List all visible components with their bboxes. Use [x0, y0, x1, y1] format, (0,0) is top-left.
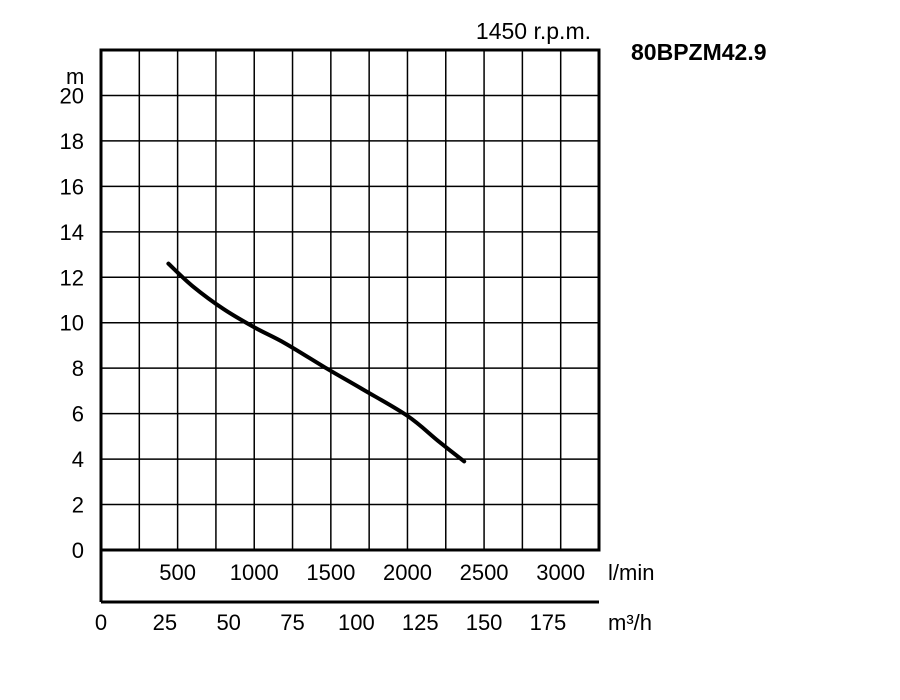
- y-tick-label: 20: [60, 83, 84, 108]
- y-tick-label: 4: [72, 447, 84, 472]
- x2-tick-labels: 0 25 50 75 100 125 150 175: [95, 610, 566, 635]
- y-tick-labels: 0 2 4 6 8 10 12 14 16 18 20: [60, 83, 84, 563]
- y-tick-label: 18: [60, 129, 84, 154]
- x-tick-labels: 500 1000 1500 2000 2500 3000: [159, 560, 585, 585]
- x-tick-label: 1500: [306, 560, 355, 585]
- x2-tick-label: 150: [466, 610, 503, 635]
- x2-tick-label: 100: [338, 610, 375, 635]
- x2-tick-label: 0: [95, 610, 107, 635]
- x2-axis-label: m³/h: [608, 610, 652, 635]
- y-tick-label: 10: [60, 311, 84, 336]
- performance-curve: [166, 261, 467, 464]
- x-tick-label: 500: [159, 560, 196, 585]
- plot-frame: [99, 48, 601, 552]
- grid-lines: [101, 50, 599, 550]
- x2-tick-label: 75: [280, 610, 304, 635]
- y-axis-label: m: [66, 64, 84, 89]
- x-tick-label: 1000: [230, 560, 279, 585]
- y-tick-label: 14: [60, 220, 84, 245]
- y-tick-label: 6: [72, 402, 84, 427]
- y-tick-label: 0: [72, 538, 84, 563]
- x-tick-label: 3000: [536, 560, 585, 585]
- x2-tick-label: 50: [216, 610, 240, 635]
- x2-tick-label: 125: [402, 610, 439, 635]
- x-tick-label: 2000: [383, 560, 432, 585]
- y-tick-label: 8: [72, 356, 84, 381]
- y-tick-label: 2: [72, 493, 84, 518]
- speed-label: 1450 r.p.m.: [476, 18, 591, 44]
- x-axis-label: l/min: [608, 560, 654, 585]
- x-tick-label: 2500: [460, 560, 509, 585]
- x2-tick-label: 25: [153, 610, 177, 635]
- x2-tick-label: 175: [530, 610, 567, 635]
- y-tick-label: 16: [60, 174, 84, 199]
- model-title: 80BPZM42.9: [631, 39, 767, 65]
- y-tick-label: 12: [60, 265, 84, 290]
